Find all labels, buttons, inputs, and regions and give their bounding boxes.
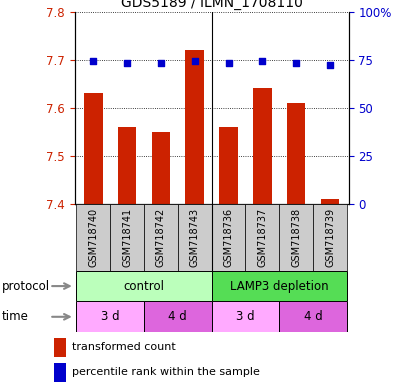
FancyBboxPatch shape [212, 204, 245, 271]
Bar [54, 338, 66, 356]
Bar [186, 50, 204, 204]
Text: GSM718736: GSM718736 [224, 208, 234, 266]
FancyBboxPatch shape [144, 204, 178, 271]
FancyBboxPatch shape [212, 271, 347, 301]
Point [158, 60, 164, 66]
Text: 4 d: 4 d [168, 310, 187, 323]
FancyBboxPatch shape [245, 204, 279, 271]
Text: GSM718743: GSM718743 [190, 208, 200, 266]
FancyBboxPatch shape [76, 271, 212, 301]
Text: GSM718741: GSM718741 [122, 208, 132, 266]
Text: 3 d: 3 d [101, 310, 120, 323]
Text: GSM718742: GSM718742 [156, 207, 166, 267]
Text: GSM718737: GSM718737 [257, 207, 267, 267]
Point [90, 58, 97, 65]
Text: 3 d: 3 d [236, 310, 255, 323]
Text: GSM718738: GSM718738 [291, 208, 301, 266]
Text: LAMP3 depletion: LAMP3 depletion [230, 280, 329, 293]
Bar [151, 132, 170, 204]
FancyBboxPatch shape [110, 204, 144, 271]
FancyBboxPatch shape [279, 301, 347, 332]
Bar [321, 199, 339, 204]
FancyBboxPatch shape [178, 204, 212, 271]
Point [191, 58, 198, 65]
Point [124, 60, 130, 66]
FancyBboxPatch shape [76, 204, 110, 271]
Point [259, 58, 266, 65]
Text: time: time [2, 310, 29, 323]
Bar [118, 127, 137, 204]
Bar [287, 103, 305, 204]
FancyBboxPatch shape [313, 204, 347, 271]
Text: percentile rank within the sample: percentile rank within the sample [72, 367, 259, 377]
Text: GSM718739: GSM718739 [325, 208, 335, 266]
Bar [253, 88, 272, 204]
FancyBboxPatch shape [144, 301, 212, 332]
Point [293, 60, 300, 66]
Text: transformed count: transformed count [72, 342, 176, 352]
Text: control: control [124, 280, 164, 293]
Text: protocol: protocol [2, 280, 50, 293]
FancyBboxPatch shape [279, 204, 313, 271]
Bar [54, 362, 66, 382]
FancyBboxPatch shape [76, 301, 144, 332]
Title: GDS5189 / ILMN_1708110: GDS5189 / ILMN_1708110 [121, 0, 303, 10]
Text: GSM718740: GSM718740 [88, 208, 98, 266]
Point [225, 60, 232, 66]
Point [327, 62, 333, 68]
Text: 4 d: 4 d [304, 310, 322, 323]
FancyBboxPatch shape [212, 301, 279, 332]
Bar [219, 127, 238, 204]
Bar [84, 93, 103, 204]
